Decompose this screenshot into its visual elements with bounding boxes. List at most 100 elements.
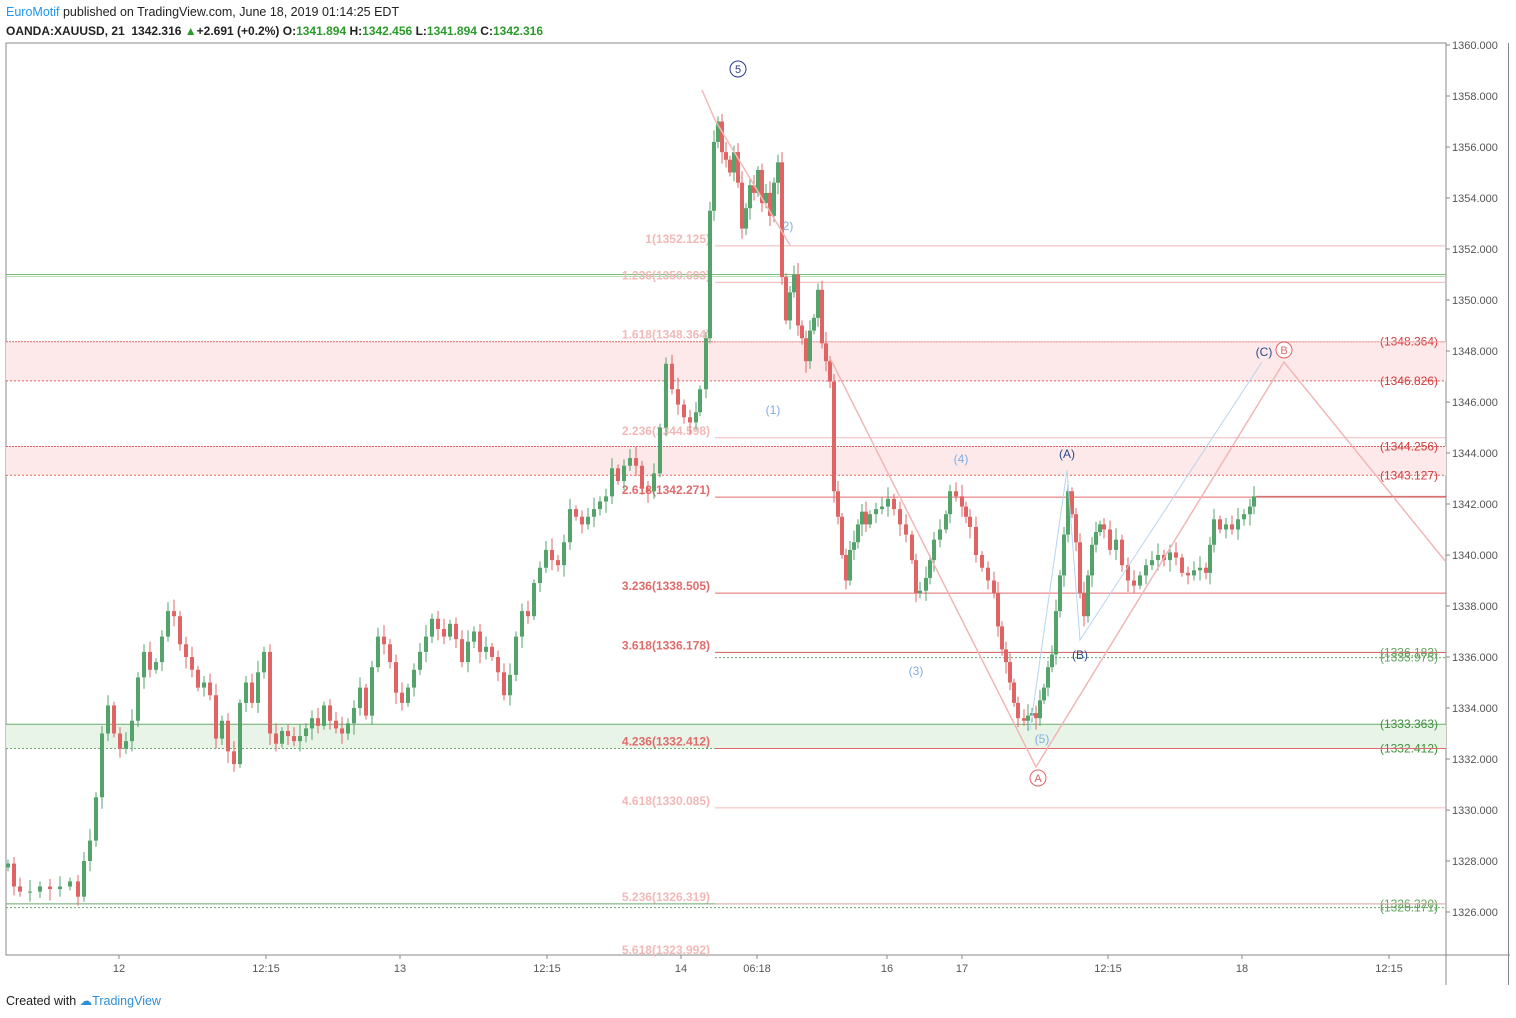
candle-body [1082,593,1086,617]
candle-body [836,491,840,517]
low-value: 1341.894 [426,24,477,38]
candle-body [704,338,708,390]
candle-body [520,611,524,637]
wave-circle-0 [729,60,747,78]
candle-body [412,669,416,688]
candle-body [1252,496,1256,507]
publish-line: EuroMotif published on TradingView.com, … [6,3,1506,22]
candle-body [622,465,626,482]
x-tick-3: 12:15 [533,963,561,975]
wave-circle-10 [1275,341,1293,359]
candle-body [1242,514,1246,520]
candle-body [1248,506,1252,515]
y-tick-2: 1356.000 [1452,142,1498,154]
y-tick-7: 1346.000 [1452,397,1498,409]
candle-body [800,325,804,339]
symbol-line: OANDA:XAUUSD, 21 1342.316 ▲+2.691 (+0.2%… [6,22,1506,41]
candle-body [274,733,278,744]
fib-label-5: 3.236(1338.505) [622,579,710,593]
candle-body [94,797,98,841]
price-chart[interactable]: (1348.364)(1346.826)(1344.256)(1343.127)… [0,0,1516,985]
candle-body [1000,626,1004,650]
candle-body [918,590,922,594]
chart-header: EuroMotif published on TradingView.com, … [6,3,1506,43]
candle-body [992,580,996,594]
candle-body [724,152,728,160]
y-tick-16: 1328.000 [1452,856,1498,868]
candle-body [812,317,816,331]
support-label-3: (1326.171) [1380,901,1438,915]
tradingview-brand[interactable]: TradingView [92,994,161,1008]
candle-body [262,651,266,673]
candle-body [1186,572,1190,576]
candle-body [442,628,446,637]
wave-label-8: (C) [1256,345,1273,359]
wave-abc-line [1029,361,1263,731]
candle-body [640,465,644,489]
fib-label-1: 1.236(1350.693) [622,268,710,282]
candle-body [376,636,380,668]
candle-body [130,720,134,742]
candle-body [298,736,302,742]
candle-body [904,524,908,535]
candle-body [682,404,686,418]
candle-body [352,708,356,724]
candle-body [756,169,760,193]
candle-body [1086,575,1090,617]
low-label: L: [415,24,427,38]
candle-body [914,560,918,594]
author-name[interactable]: EuroMotif [6,5,60,19]
candle-body [184,644,188,657]
zone-0 [6,341,1446,381]
x-tick-1: 12:15 [252,963,280,975]
candle-body [1042,687,1046,701]
candle-body [1102,524,1106,530]
candle-body [646,488,650,492]
close-value: 1342.316 [492,24,544,38]
candle-body [740,182,744,229]
candle-body [556,560,560,566]
support-label-1: (1335.975) [1380,651,1438,665]
x-tick-5: 06:18 [743,963,771,975]
candle-body [980,555,984,568]
candle-body [880,506,884,510]
y-tick-17: 1326.000 [1452,907,1498,919]
candle-body [954,491,958,497]
candle-body [394,662,398,693]
candle-body [226,720,230,752]
candle-body [820,289,824,344]
candle-body [764,192,768,204]
candle-body [1174,552,1178,558]
candle-body [1038,700,1042,719]
candle-body [1138,575,1142,586]
y-tick-6: 1348.000 [1452,346,1498,358]
candle-body [772,182,776,216]
candle-body [780,162,784,278]
candle-body [1180,557,1184,573]
candles [6,113,1256,906]
candle-body [720,121,724,153]
candle-body [712,141,716,211]
high-label: H: [349,24,363,38]
plot-area [5,42,1447,956]
candle-body [1168,552,1172,561]
candle-body [424,636,428,652]
candle-body [196,669,200,688]
abc-projection-line [829,357,1447,769]
candle-body [1026,715,1030,721]
tradingview-logo-icon[interactable]: ☁ [79,994,93,1008]
candle-body [208,682,212,696]
wave-label-1: 2) [783,219,794,233]
candle-body [860,511,864,525]
candle-body [760,169,764,204]
candle-body [768,192,772,216]
candle-body [1198,567,1202,571]
candle-body [490,646,494,657]
x-tick-2: 13 [394,963,406,975]
candle-body [280,730,284,744]
candle-body [1012,682,1016,703]
high-value: 1342.456 [362,24,413,38]
candle-body [238,702,242,765]
published-text: published on TradingView.com, June 18, 2… [62,5,400,19]
candle-body [292,736,296,742]
